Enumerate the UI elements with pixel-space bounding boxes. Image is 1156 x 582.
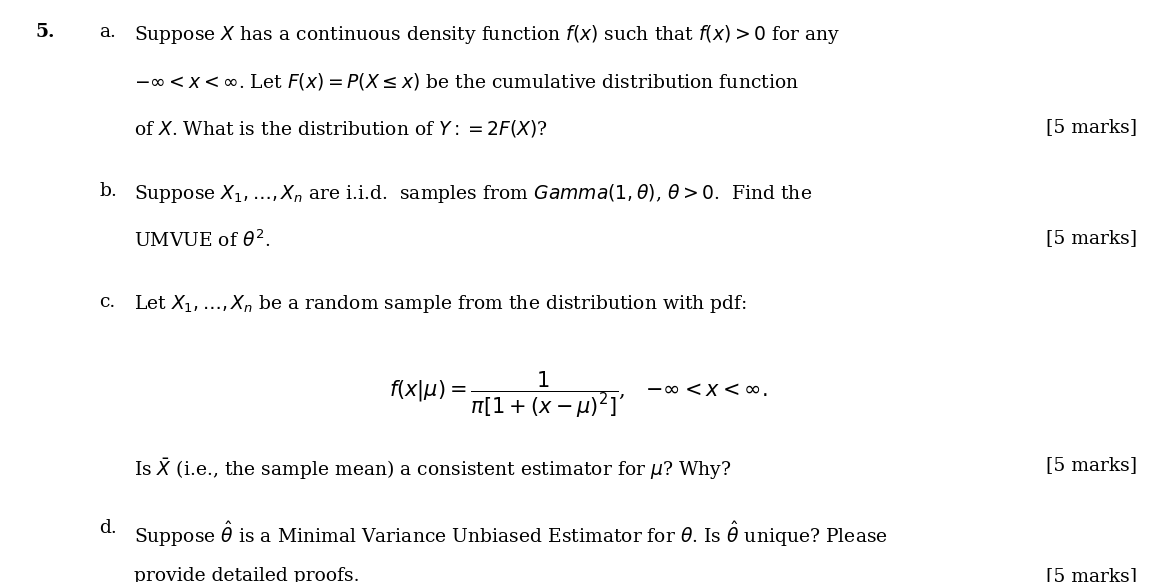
Text: Suppose $\hat{\theta}$ is a Minimal Variance Unbiased Estimator for $\theta$. Is: Suppose $\hat{\theta}$ is a Minimal Vari… <box>134 519 888 549</box>
Text: [5 marks]: [5 marks] <box>1046 567 1138 582</box>
Text: [5 marks]: [5 marks] <box>1046 118 1138 136</box>
Text: $-\infty < x < \infty$. Let $F(x) = P(X \leq x)$ be the cumulative distribution : $-\infty < x < \infty$. Let $F(x) = P(X … <box>134 70 799 91</box>
Text: UMVUE of $\theta^2$.: UMVUE of $\theta^2$. <box>134 229 271 251</box>
Text: b.: b. <box>99 182 117 200</box>
Text: 5.: 5. <box>36 23 55 41</box>
Text: Suppose $X_1, \ldots, X_n$ are i.i.d.  samples from $\mathit{Gamma}(1, \theta)$,: Suppose $X_1, \ldots, X_n$ are i.i.d. sa… <box>134 182 813 205</box>
Text: d.: d. <box>99 519 117 537</box>
Text: [5 marks]: [5 marks] <box>1046 456 1138 474</box>
Text: Suppose $X$ has a continuous density function $f(x)$ such that $f(x) > 0$ for an: Suppose $X$ has a continuous density fun… <box>134 23 840 46</box>
Text: c.: c. <box>99 293 116 311</box>
Text: $f(x|\mu) = \dfrac{1}{\pi[1 + (x - \mu)^2]}$,   $-\infty < x < \infty.$: $f(x|\mu) = \dfrac{1}{\pi[1 + (x - \mu)^… <box>388 370 768 420</box>
Text: [5 marks]: [5 marks] <box>1046 229 1138 247</box>
Text: of $X$. What is the distribution of $Y := 2F(X)$?: of $X$. What is the distribution of $Y :… <box>134 118 548 139</box>
Text: provide detailed proofs.: provide detailed proofs. <box>134 567 360 582</box>
Text: a.: a. <box>99 23 117 41</box>
Text: Let $X_1, \ldots, X_n$ be a random sample from the distribution with pdf:: Let $X_1, \ldots, X_n$ be a random sampl… <box>134 293 747 315</box>
Text: Is $\bar{X}$ (i.e., the sample mean) a consistent estimator for $\mu$? Why?: Is $\bar{X}$ (i.e., the sample mean) a c… <box>134 456 732 481</box>
